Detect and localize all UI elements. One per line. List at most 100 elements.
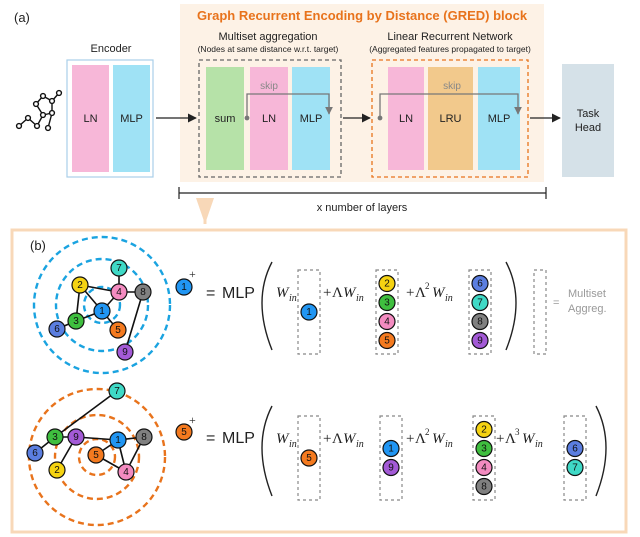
row1-target-node-label: 1 [181,282,187,293]
row2-target-node: 5 [175,423,193,441]
multiset-mlp-label: MLP [300,113,323,125]
encoder-ln-label: LN [83,113,97,125]
row2-paren-left [261,405,273,497]
row2-plus2: + [406,431,414,447]
row2-term3-node-6: 6 [566,439,584,458]
lrn-skip-connection [377,93,522,121]
graph1-node-8: 8 [134,283,152,301]
legend-line2: Aggreg. [568,303,607,315]
encoder-mlp-block [113,65,150,172]
graph1-node-8-label: 8 [140,287,146,298]
row1-w2-sub: in [356,293,364,304]
row2-w4-sub: in [535,439,543,450]
lrn-lru-block [428,67,473,170]
row1-paren-right [505,261,517,351]
encoder-ln-block [72,65,109,172]
multiset-sum-label: sum [215,113,236,125]
graph1-node-6-label: 6 [54,324,60,335]
graph1-node-1-label: 1 [99,306,105,317]
graph2-node-7: 7 [108,382,126,400]
row1-term1-node-2: 2 [378,274,396,293]
graph1-node-7: 7 [110,259,128,277]
encoder-box [66,59,154,178]
row1-term2-node-8: 8 [471,312,489,331]
row1-term0-box [297,269,321,355]
graph1-node-3-label: 3 [73,316,79,327]
row2-term1-node-9: 9 [382,458,400,477]
graph1-node-3: 3 [67,312,85,330]
row2-paren-right [595,405,607,497]
graph2-node-8: 8 [135,428,153,446]
row2-term3-node-6-label: 6 [572,444,578,455]
row2-w3-sub: in [445,439,453,450]
legend-box [533,269,547,355]
row1-term2-node-9: 9 [471,331,489,350]
encoder-mlp-label: MLP [120,113,143,125]
row2-w1-sub: in [289,439,297,450]
input-graph-icon [15,89,63,132]
row1-term1-node-2-label: 2 [384,279,390,290]
panel-a-label: (a) [14,10,30,25]
row1-term2-node-6-label: 6 [477,279,483,290]
legend-line1: Multiset [568,288,606,300]
panel-b-frame [10,228,628,534]
row2-term3-node-7-label: 7 [572,463,578,474]
graph2-node-6-label: 6 [32,448,38,459]
row2-eq: = [206,430,215,447]
row2-mlp-label: MLP [222,430,255,447]
graph2-node-2: 2 [48,461,66,479]
row1-lambda2: Λ [415,285,426,301]
row2-w2-sub: in [356,439,364,450]
row1-w3: W [432,285,446,301]
row2-term1-box [379,415,403,501]
multiset-title: Multiset aggregation [218,31,317,43]
row2-w1: W [276,431,290,447]
graph1-node-2-label: 2 [77,280,83,291]
multiset-subtitle: (Nodes at same distance w.r.t. target) [198,44,339,54]
graph2-node-9-label: 9 [73,432,79,443]
row1-term0-node-1: 1 [300,303,318,321]
graph-nodes: 1 2 3 4 5 6 7 8 9 1 2 3 4 5 6 7 8 9 [26,259,153,481]
row1-plus2: + [406,285,414,301]
row2-plus1: + [323,431,331,447]
lrn-skip-label: skip [443,81,461,92]
graph2-node-8-label: 8 [141,432,147,443]
graph2-node-9: 9 [67,428,85,446]
row1-term1-node-4-label: 4 [384,317,390,328]
graph1-node-5: 5 [109,321,127,339]
lrn-ln-label: LN [399,113,413,125]
graph1-node-1: 1 [93,302,111,320]
row2-term2-node-3-label: 3 [481,444,487,455]
multiset-sum-block [206,67,244,170]
row2-term2-node-4-label: 4 [481,463,487,474]
row1-target-node: 1 [175,278,193,296]
row2-plus3: + [496,431,504,447]
row1-w1: W [276,285,290,301]
row1-w1-sub: in [289,293,297,304]
lrn-title: Linear Recurrent Network [387,31,513,43]
multiset-box [198,59,342,178]
row2-term2-node-2-label: 2 [481,425,487,436]
row2-w3: W [432,431,446,447]
graph2-node-5: 5 [87,446,105,464]
legend-equals: = [553,297,559,309]
graph2-node-2-label: 2 [54,465,60,476]
lrn-box [371,59,529,178]
row2-term2-node-8: 8 [475,477,493,496]
graph2-node-3: 3 [46,428,64,446]
row1-term1-node-3-label: 3 [384,298,390,309]
graph1-node-9-label: 9 [122,347,128,358]
task-head-block [562,64,614,177]
lrn-mlp-label: MLP [488,113,511,125]
graph1-node-5-label: 5 [115,325,121,336]
row1-term2-node-8-label: 8 [477,317,483,328]
multiset-skip-connection [244,93,333,121]
row2-target-plus: + [189,413,196,427]
equations: + = MLP W in + Λ W in + Λ 2 W in = Multi… [175,261,607,501]
row2-lambda2-sup: 2 [425,427,430,437]
graph2-node-1-label: 1 [115,435,121,446]
row2-lambda3: Λ [505,431,516,447]
row1-term1-node-4: 4 [378,312,396,331]
row1-plus1: + [323,285,331,301]
